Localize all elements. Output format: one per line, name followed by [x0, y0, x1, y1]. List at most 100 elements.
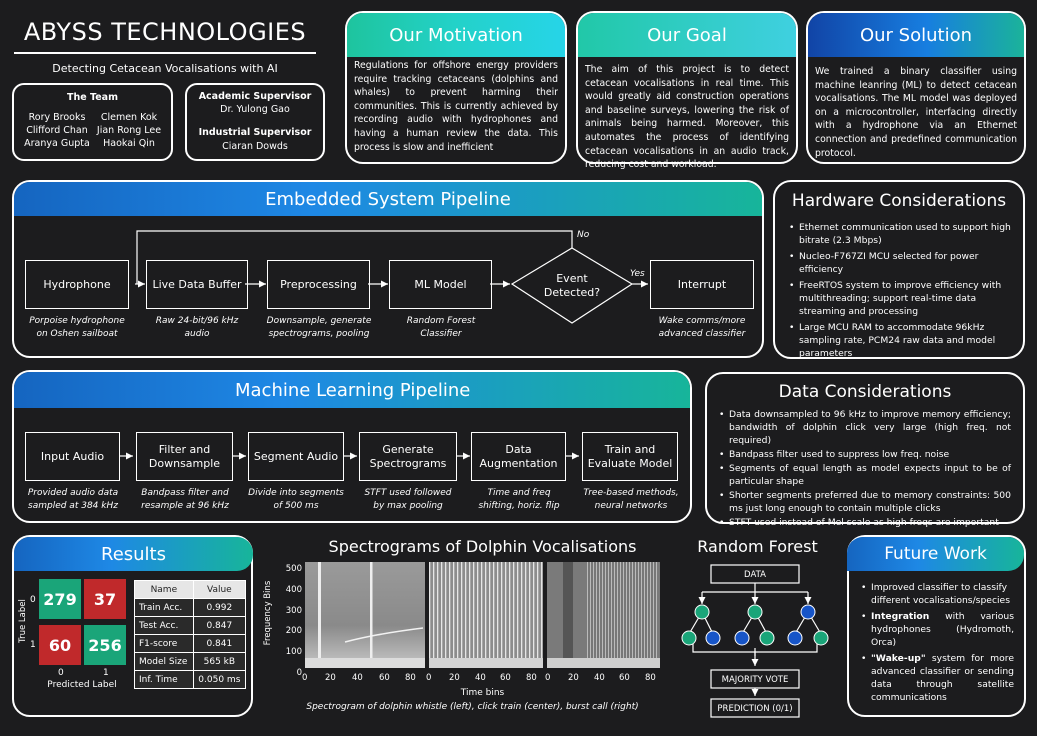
xtick: 80	[526, 673, 537, 683]
metric-value: 565 kB	[192, 652, 247, 671]
hardware-item: Large MCU RAM to accommodate 96kHz sampl…	[789, 321, 1015, 360]
page-title: ABYSS TECHNOLOGIES	[23, 18, 307, 46]
embedded-pipeline-heading: Embedded System Pipeline	[14, 182, 762, 216]
spectrogram-caption: STFT used followed by max pooling	[350, 487, 466, 512]
col-tick-0: 0	[58, 668, 64, 678]
hardware-item: Ethernet communication used to support h…	[789, 221, 1015, 247]
spectrogram-title: Spectrograms of Dolphin Vocalisations	[328, 537, 637, 556]
table-row: Inf. Time 0.050 ms	[134, 670, 247, 689]
metric-name: Test Acc.	[134, 616, 194, 635]
caption-line: Time and freq	[487, 488, 551, 498]
xtick: 60	[619, 673, 630, 683]
data-item: Bandpass filter used to suppress low fre…	[719, 448, 1011, 461]
title-underline	[14, 52, 316, 54]
data-item: STFT used instead of Mel scale as high f…	[719, 516, 1011, 529]
metric-value: 0.050 ms	[192, 670, 247, 689]
caption-line: shifting, horiz. flip	[478, 500, 560, 511]
tree-node	[694, 604, 710, 620]
segment-node: Segment Audio	[248, 432, 344, 481]
caption-line: Provided audio data	[27, 488, 119, 498]
node-line: Downsample	[148, 456, 221, 470]
xtick: 60	[379, 673, 390, 683]
xtick: 60	[500, 673, 511, 683]
caption-line: by max pooling	[373, 500, 443, 511]
tree-node	[813, 630, 829, 646]
random-forest-title: Random Forest	[697, 537, 818, 556]
augmentation-node: Data Augmentation	[471, 432, 566, 481]
hydrophone-caption: Porpoise hydrophone on Oshen sailboat	[18, 315, 136, 340]
solution-card: Our Solution We trained a binary classif…	[806, 11, 1026, 164]
table-header: Value	[192, 580, 247, 599]
true-label: True Label	[18, 599, 28, 643]
live-buffer-node: Live Data Buffer	[146, 260, 248, 309]
decision-line-1: Event	[556, 272, 588, 285]
data-considerations-card: Data Considerations Data downsampled to …	[705, 372, 1025, 529]
xtick: 80	[405, 673, 416, 683]
decision-label: Event Detected?	[532, 272, 612, 300]
xtick: 0	[545, 673, 551, 683]
future-item-bold: "Wake-up"	[871, 653, 926, 664]
ytick: 500	[285, 564, 302, 574]
team-member: Rory Brooks	[28, 112, 86, 123]
preprocessing-caption: Downsample, generate spectrograms, poolin…	[258, 315, 380, 340]
future-item-text: with various hydrophones (Hydromoth, Orc…	[871, 611, 1014, 648]
future-item: "Wake-up" system for more advanced class…	[861, 652, 1014, 704]
page-subtitle: Detecting Cetacean Vocalisations with AI	[52, 62, 278, 75]
xtick: 80	[645, 673, 656, 683]
node-line: Segment Audio	[253, 449, 339, 463]
spectrogram-ylabel: Frequency Bins	[263, 580, 273, 646]
tree-node	[787, 630, 803, 646]
cm-tp: 256	[84, 625, 126, 665]
caption-line: Tree-based methods,	[583, 488, 679, 498]
caption-line: Random Forest	[406, 316, 476, 326]
caption-line: Classifier	[420, 328, 462, 339]
metric-value: 0.992	[192, 598, 247, 617]
spectrogram-node: Generate Spectrograms	[359, 432, 457, 481]
col-tick-1: 1	[103, 668, 109, 678]
motivation-heading: Our Motivation	[347, 13, 565, 57]
xtick: 20	[449, 673, 460, 683]
results-card: Results	[12, 535, 253, 717]
ytick: 0	[296, 667, 302, 678]
table-header: Name	[134, 580, 194, 599]
solution-text: We trained a binary classifier using mac…	[815, 66, 1017, 159]
metric-name: Model Size	[134, 652, 194, 671]
data-considerations-list: Data downsampled to 96 kHz to improve me…	[719, 408, 1011, 530]
filter-caption: Bandpass filter and resample at 96 kHz	[128, 487, 242, 512]
xtick: 40	[475, 673, 486, 683]
metric-name: Inf. Time	[134, 670, 194, 689]
metric-name: F1-score	[134, 634, 194, 653]
caption-line: Downsample, generate	[266, 316, 372, 326]
no-label: No	[577, 230, 590, 240]
goal-text: The aim of this project is to detect cet…	[585, 64, 789, 171]
decision-line-2: Detected?	[543, 286, 601, 299]
tree-node	[734, 630, 750, 646]
spectrogram-xlabel: Time bins	[460, 688, 505, 698]
caption-line: resample at 96 kHz	[141, 500, 229, 511]
hydrophone-node: Hydrophone	[25, 260, 129, 309]
caption-line: neural networks	[594, 500, 668, 511]
hardware-heading: Hardware Considerations	[791, 191, 1007, 211]
team-member: Clifford Chan	[26, 125, 88, 136]
motivation-card: Our Motivation Regulations for offshore …	[345, 11, 567, 164]
academic-supervisor-title: Academic Supervisor	[198, 91, 312, 102]
metric-value: 0.841	[192, 634, 247, 653]
node-line: Generate	[382, 442, 434, 456]
caption-line: of 500 ms	[273, 500, 319, 511]
tree-node	[759, 630, 775, 646]
team-card: The Team Rory Brooks Clemen Kok Clifford…	[12, 83, 173, 161]
ml-model-node: ML Model	[389, 260, 492, 309]
ytick: 300	[285, 605, 302, 616]
caption-line: Porpoise hydrophone	[29, 316, 125, 326]
tree-node	[681, 630, 697, 646]
forest-prediction-label: PREDICTION (0/1)	[717, 704, 793, 714]
industrial-supervisor-name: Ciaran Dowds	[222, 141, 288, 152]
metric-value: 0.847	[192, 616, 247, 635]
ytick: 200	[285, 626, 302, 637]
team-title: The Team	[67, 92, 118, 103]
node-line: Input Audio	[40, 449, 105, 463]
ytick: 400	[285, 584, 302, 595]
hardware-item: FreeRTOS system to improve efficiency wi…	[789, 279, 1015, 318]
node-line: Augmentation	[479, 456, 558, 470]
